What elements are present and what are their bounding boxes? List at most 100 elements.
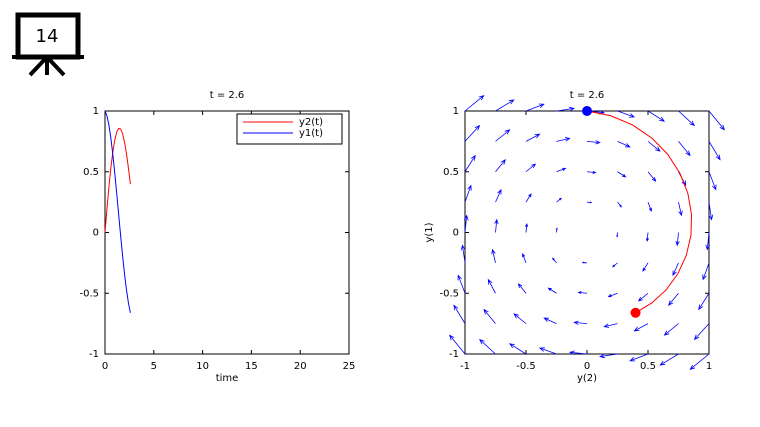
field-arrow <box>552 257 557 264</box>
field-arrow <box>708 110 725 131</box>
field-arrow <box>637 292 649 302</box>
field-arrow <box>556 167 567 173</box>
y-tick-label: -0.5 <box>79 288 99 299</box>
field-arrow <box>647 171 657 182</box>
x-axis-label: time <box>216 373 239 384</box>
plot-area <box>104 110 350 355</box>
field-arrow <box>668 292 679 306</box>
field-arrow <box>525 133 541 142</box>
field-arrow <box>607 292 618 298</box>
field-arrow <box>495 129 511 142</box>
field-arrow <box>705 232 711 251</box>
field-arrow <box>672 262 679 277</box>
field-arrow <box>581 261 588 264</box>
field-arrow <box>642 262 649 272</box>
field-arrow <box>525 222 529 233</box>
x-tick-label: 10 <box>196 361 209 372</box>
y-tick-label: 0.5 <box>443 167 459 178</box>
field-arrow <box>645 232 649 243</box>
y-tick-label: -1 <box>89 349 99 360</box>
field-arrow <box>495 99 515 112</box>
field-arrow <box>617 201 622 208</box>
field-arrow <box>508 343 527 355</box>
field-arrow <box>586 140 601 145</box>
leg <box>28 55 49 77</box>
x-axis-label: y(2) <box>577 373 597 384</box>
field-arrow <box>464 124 481 142</box>
field-arrow <box>460 244 466 263</box>
start-point <box>582 106 592 116</box>
field-arrow <box>603 323 618 328</box>
x-tick-label: 0 <box>102 361 108 372</box>
field-arrow <box>525 193 532 203</box>
field-arrow <box>556 137 571 142</box>
field-arrow <box>457 274 466 294</box>
field-arrow <box>556 106 575 112</box>
chart-title: t = 2.6 <box>570 90 605 101</box>
field-arrow <box>495 159 506 173</box>
field-arrow <box>647 201 652 213</box>
field-arrow <box>647 141 661 152</box>
field-arrow <box>616 232 619 238</box>
field-arrow <box>513 313 527 324</box>
x-tick-label: 20 <box>294 361 307 372</box>
field-arrow <box>453 304 466 324</box>
field-arrow <box>517 283 527 294</box>
x-tick-label: -1 <box>460 361 470 372</box>
y-tick-label: 1 <box>453 106 459 117</box>
legend-box <box>236 113 343 145</box>
field-arrow <box>464 154 476 172</box>
field-arrow <box>663 323 679 336</box>
field-arrow <box>568 350 588 356</box>
field-arrow <box>573 320 588 325</box>
field-arrow <box>463 214 469 233</box>
field-arrow <box>543 317 557 324</box>
field-arrow <box>464 95 485 112</box>
field-arrow <box>629 353 649 362</box>
field-arrow <box>525 163 537 173</box>
x-tick-label: 5 <box>151 361 157 372</box>
field-arrow <box>647 110 666 122</box>
field-arrow <box>555 227 558 233</box>
slide-icon: 14 <box>12 12 84 77</box>
leg <box>45 55 66 77</box>
field-arrow <box>487 278 496 294</box>
x-tick-label: 15 <box>245 361 258 372</box>
field-arrow <box>538 347 557 355</box>
y-tick-label: -0.5 <box>439 288 459 299</box>
x-tick-label: 25 <box>343 361 356 372</box>
field-arrow <box>678 202 683 217</box>
field-arrow <box>577 291 588 295</box>
field-arrow <box>464 184 472 203</box>
y-axis-label: y(1) <box>424 222 435 242</box>
plot-area <box>464 110 710 355</box>
trajectory <box>586 110 693 314</box>
y-tick-label: -1 <box>449 349 459 360</box>
field-arrow <box>689 353 710 370</box>
field-arrow <box>612 262 618 268</box>
field-arrow <box>708 202 714 221</box>
series-line <box>104 127 131 233</box>
field-arrow <box>525 103 545 112</box>
field-arrow <box>586 170 597 174</box>
field-arrow <box>491 248 496 263</box>
legend-label: y2(t) <box>299 117 323 128</box>
field-arrow <box>617 141 631 148</box>
field-arrow <box>693 323 710 341</box>
y-tick-label: 1 <box>93 106 99 117</box>
field-arrow <box>633 323 649 332</box>
field-arrow <box>483 308 496 324</box>
field-arrow <box>617 171 627 178</box>
field-arrow <box>494 218 499 233</box>
field-arrow <box>675 232 680 247</box>
field-arrow <box>495 188 502 203</box>
field-arrow <box>556 197 562 203</box>
y-tick-label: 0 <box>93 228 99 239</box>
field-arrow <box>522 252 527 264</box>
field-arrow <box>698 293 710 311</box>
field-arrow <box>678 141 691 157</box>
field-arrow <box>599 353 618 359</box>
legend-label: y1(t) <box>299 128 323 139</box>
field-arrow <box>678 110 695 127</box>
